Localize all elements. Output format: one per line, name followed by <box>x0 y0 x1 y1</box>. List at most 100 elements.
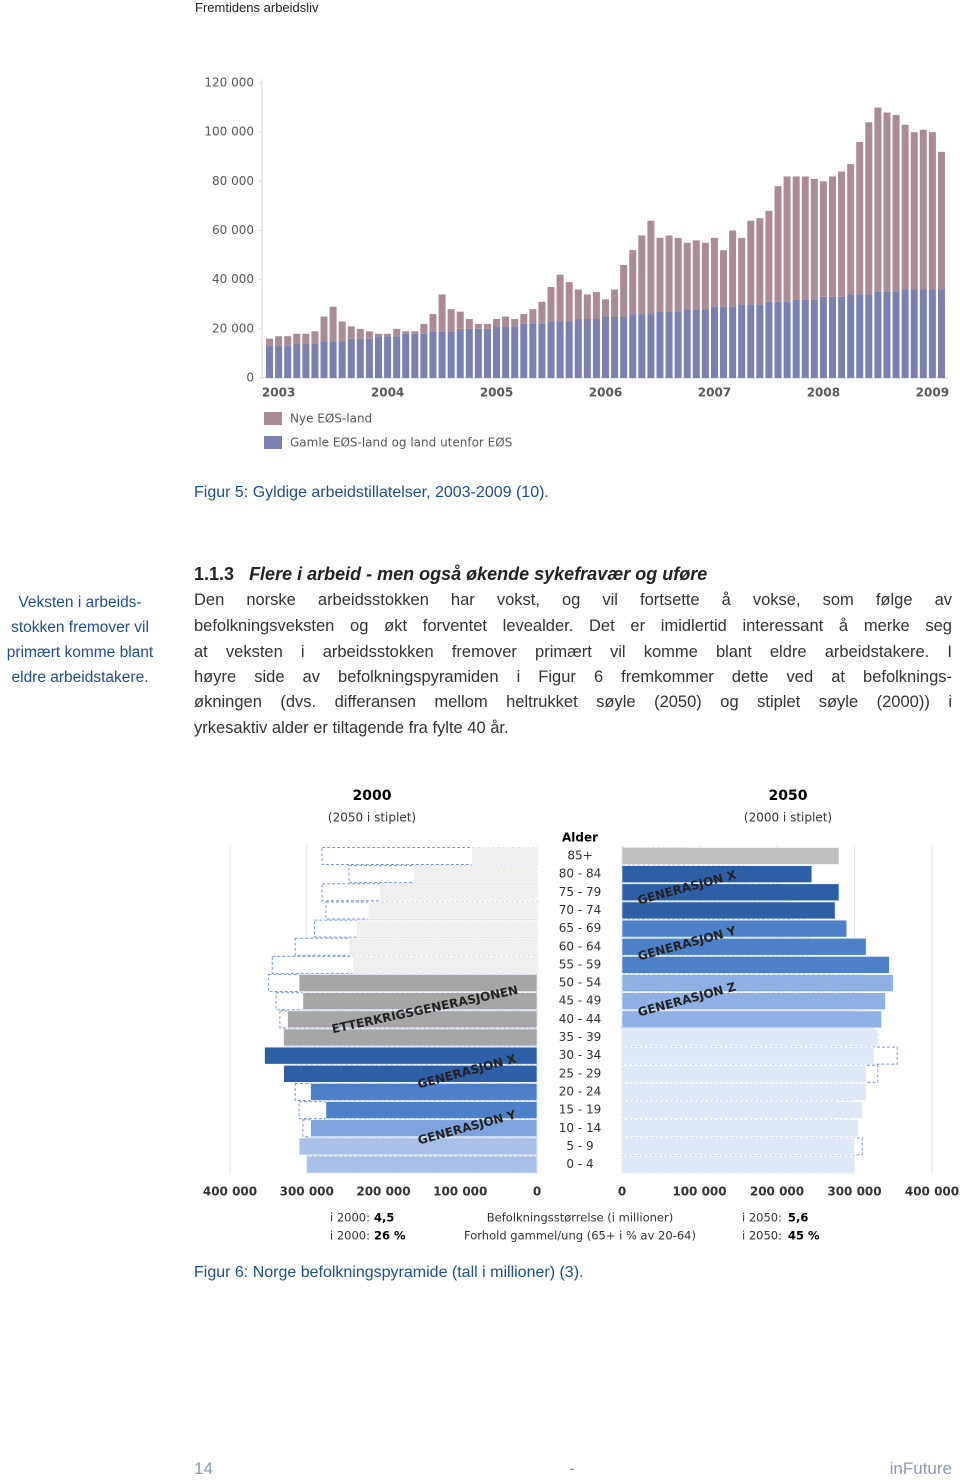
section-heading: 1.1.3 Flere i arbeid - men også økende s… <box>194 564 707 585</box>
age-label: 0 - 4 <box>566 1157 593 1171</box>
age-label: 5 - 9 <box>566 1139 593 1153</box>
x-tick-label: 200 000 <box>750 1185 804 1199</box>
bar-segment <box>447 309 455 332</box>
bar-segment <box>729 230 737 307</box>
age-label: 15 - 19 <box>559 1103 602 1117</box>
bar-segment <box>602 299 609 317</box>
age-label: 55 - 59 <box>559 957 602 971</box>
bar-segment <box>375 336 382 378</box>
summary-key: i 2000: <box>330 1229 370 1243</box>
bar-segment <box>483 323 491 329</box>
bar-segment <box>720 250 728 307</box>
age-label: 50 - 54 <box>559 976 602 990</box>
summary-key: i 2050: <box>742 1229 782 1243</box>
bar-segment <box>311 343 319 378</box>
bar-segment <box>266 338 274 347</box>
age-label: 45 - 49 <box>559 994 602 1008</box>
bar-segment <box>674 311 682 378</box>
x-tick-label: 2005 <box>480 386 513 400</box>
bar-segment <box>865 294 873 378</box>
legend-label: Gamle EØS-land og land utenfor EØS <box>290 436 512 450</box>
bar-segment <box>365 338 373 378</box>
bar-segment <box>329 341 337 378</box>
bar-segment <box>847 294 855 378</box>
bar-segment <box>692 309 700 378</box>
paragraph-line: yrkesaktiv alder er tiltagende fra fylte… <box>194 719 509 737</box>
bar-segment <box>801 299 809 378</box>
bar-segment <box>638 314 646 378</box>
bar <box>621 1010 882 1029</box>
bar-segment <box>838 171 846 297</box>
panel-subtitle: (2050 i stiplet) <box>328 811 416 825</box>
bar-segment <box>620 264 628 317</box>
chart-population-pyramid: 0 0 100 000 100 000 200 000 200 000 300 000 300… <box>203 788 959 1243</box>
bar-segment <box>928 289 936 378</box>
bar <box>413 865 538 883</box>
bar-segment <box>356 338 364 378</box>
bar-segment <box>847 164 855 295</box>
x-tick-label: 100 000 <box>433 1185 487 1199</box>
bar-segment <box>293 343 301 378</box>
bar <box>621 1101 863 1119</box>
legend-swatch <box>264 436 282 449</box>
bar-segment <box>574 319 582 378</box>
bar-segment <box>411 331 419 334</box>
bar <box>352 956 538 974</box>
age-label: 40 - 44 <box>559 1012 602 1026</box>
bar-segment <box>456 311 464 329</box>
bar-segment <box>819 181 827 297</box>
bar <box>471 847 538 865</box>
x-tick-label: 2007 <box>698 386 731 400</box>
sidebar-line: stokken fremover vil <box>11 619 149 636</box>
bar-segment <box>874 107 882 292</box>
bar-segment <box>320 341 328 378</box>
bar <box>298 974 538 992</box>
x-tick-label: 2003 <box>262 386 295 400</box>
age-label: 60 - 64 <box>559 939 602 953</box>
bar-segment <box>665 235 673 312</box>
bar-segment <box>284 346 292 378</box>
bar-segment <box>347 326 355 339</box>
paragraph-line: økningen (dvs. differansen mellom heltru… <box>194 693 952 711</box>
age-label: 65 - 69 <box>559 921 602 935</box>
bar-segment <box>829 296 836 378</box>
bar-segment <box>838 296 846 378</box>
bar <box>310 1119 538 1138</box>
y-tick-label: 60 000 <box>212 223 254 237</box>
bar-segment <box>919 289 927 378</box>
x-tick-label: 200 000 <box>356 1185 410 1199</box>
summary-value: 4,5 <box>374 1211 394 1225</box>
bar-segment <box>393 328 401 337</box>
bar-segment <box>629 314 637 378</box>
bar-segment <box>402 333 410 378</box>
bar-segment <box>583 319 591 378</box>
x-tick-label: 0 <box>533 1185 541 1199</box>
bar-segment <box>792 299 800 378</box>
bar-segment <box>420 323 428 334</box>
bar-segment <box>765 210 773 302</box>
bar-segment <box>365 331 373 339</box>
bar <box>621 956 890 974</box>
bar-segment <box>520 323 528 378</box>
bar <box>621 883 840 902</box>
bar <box>283 1065 538 1083</box>
bar-segment <box>511 326 519 378</box>
bar-segment <box>919 129 927 290</box>
bar-segment <box>311 331 319 344</box>
bar-segment <box>874 291 882 378</box>
bar <box>367 901 538 920</box>
legend-label: Nye EØS-land <box>290 412 372 426</box>
bar <box>348 937 538 956</box>
bar-segment <box>338 341 346 378</box>
bar-segment <box>520 314 528 324</box>
bar-segment <box>375 333 382 337</box>
bar <box>325 1101 538 1119</box>
bar-segment <box>302 343 310 378</box>
bar-segment <box>511 319 519 327</box>
bar <box>621 865 813 883</box>
bar-segment <box>592 291 600 319</box>
bar-segment <box>865 122 873 295</box>
summary-key: i 2000: <box>330 1211 370 1225</box>
x-tick-label: 0 <box>618 1185 626 1199</box>
